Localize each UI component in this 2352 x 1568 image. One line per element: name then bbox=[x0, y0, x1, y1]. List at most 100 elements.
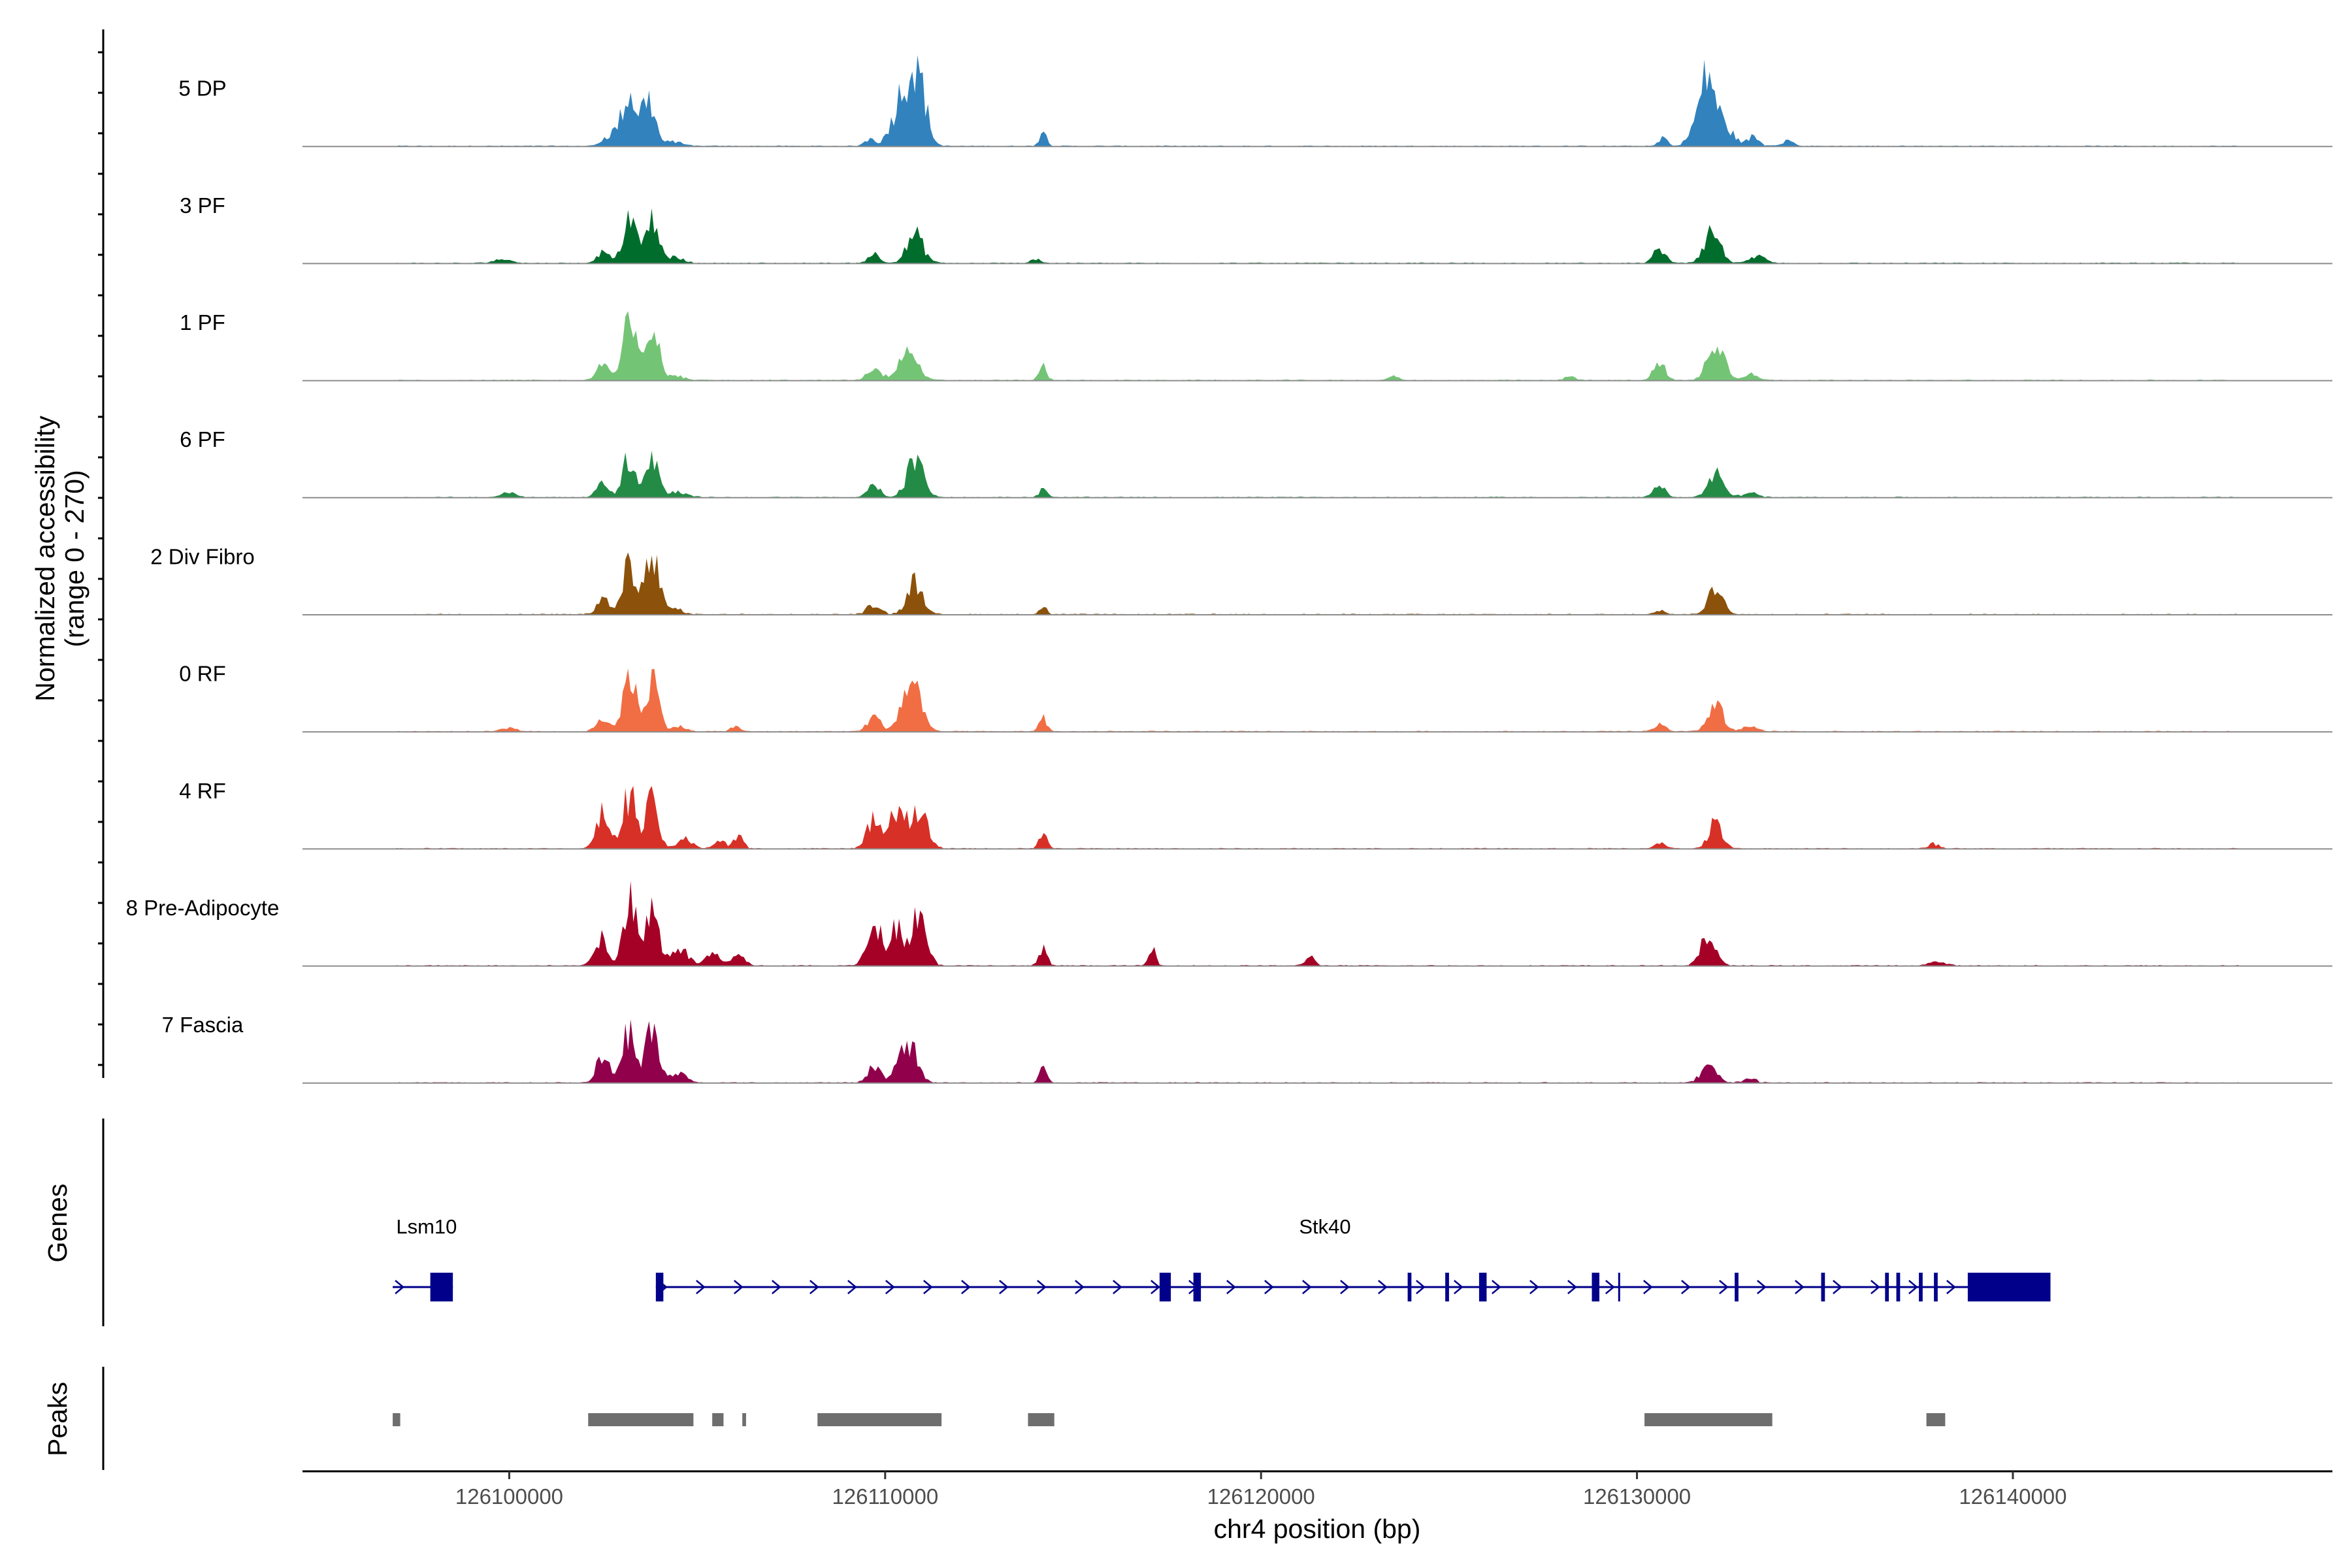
track-label-3-pf: 3 PF bbox=[180, 193, 225, 218]
gene-stk40: Stk40 bbox=[655, 1215, 2051, 1301]
peak-region bbox=[817, 1413, 942, 1426]
signal-area-6-pf bbox=[396, 450, 2239, 498]
track-label-2-div-fibro: 2 Div Fibro bbox=[150, 544, 255, 568]
strand-arrow bbox=[1302, 1280, 1312, 1294]
strand-arrow bbox=[1719, 1280, 1729, 1294]
strand-arrow bbox=[772, 1280, 781, 1294]
peak-region bbox=[1926, 1413, 1946, 1426]
track-label-6-pf: 6 PF bbox=[180, 427, 225, 451]
exon bbox=[1592, 1273, 1600, 1301]
strand-arrow bbox=[1605, 1280, 1615, 1294]
track-label-8-pre-adipocyte: 8 Pre-Adipocyte bbox=[126, 896, 280, 920]
exon bbox=[1967, 1273, 2051, 1301]
strand-arrow bbox=[999, 1280, 1009, 1294]
strand-arrow bbox=[1529, 1280, 1539, 1294]
exon bbox=[1478, 1273, 1487, 1301]
strand-arrow bbox=[734, 1280, 743, 1294]
accessibility-axis-title-line1: Normalized accessibility bbox=[30, 416, 60, 702]
strand-arrow bbox=[1416, 1280, 1426, 1294]
exon bbox=[1618, 1273, 1620, 1301]
gene-label-stk40: Stk40 bbox=[1299, 1215, 1350, 1238]
signal-area-5-dp bbox=[396, 55, 2239, 147]
strand-arrow bbox=[1340, 1280, 1350, 1294]
strand-arrow bbox=[1567, 1280, 1577, 1294]
x-axis-ticks: 126100000 126110000 126120000 126130000 1261… bbox=[455, 1471, 2067, 1509]
exon bbox=[1445, 1273, 1449, 1301]
strand-arrow bbox=[847, 1280, 857, 1294]
signal-area-2-div-fibro bbox=[396, 552, 2239, 615]
strand-arrow bbox=[1113, 1280, 1122, 1294]
strand-arrow bbox=[1795, 1280, 1805, 1294]
track-0-rf: 0 RF bbox=[179, 662, 2332, 733]
track-7-fascia: 7 Fascia bbox=[162, 1013, 2332, 1084]
peak-region bbox=[588, 1413, 694, 1426]
strand-arrow bbox=[1492, 1280, 1501, 1294]
accessibility-axis-title-line2: (range 0 - 270) bbox=[59, 470, 90, 647]
strand-arrow bbox=[1264, 1280, 1274, 1294]
signal-area-1-pf bbox=[396, 311, 2239, 381]
strand-arrow bbox=[885, 1280, 895, 1294]
strand-arrow bbox=[961, 1280, 971, 1294]
exon bbox=[1934, 1273, 1938, 1301]
exon bbox=[430, 1273, 453, 1301]
peak-region bbox=[1644, 1413, 1772, 1426]
strand-arrow bbox=[1870, 1280, 1880, 1294]
gene-label-lsm10: Lsm10 bbox=[396, 1215, 457, 1238]
track-label-1-pf: 1 PF bbox=[180, 310, 225, 335]
track-3-pf: 3 PF bbox=[180, 193, 2332, 265]
track-5-dp: 5 DP bbox=[178, 55, 2332, 148]
x-tick-label: 126130000 bbox=[1583, 1484, 1691, 1509]
exon bbox=[1919, 1273, 1923, 1301]
x-tick-label: 126140000 bbox=[1959, 1484, 2066, 1509]
signal-area-3-pf bbox=[396, 208, 2239, 264]
x-tick-label: 126120000 bbox=[1207, 1484, 1315, 1509]
strand-arrow bbox=[696, 1280, 706, 1294]
x-tick-label: 126110000 bbox=[832, 1484, 938, 1509]
strand-arrow bbox=[1454, 1280, 1463, 1294]
strand-arrow bbox=[1075, 1280, 1085, 1294]
strand-arrow bbox=[1037, 1280, 1047, 1294]
exon bbox=[1193, 1273, 1201, 1301]
gene-annotation-track: Lsm10 Stk40 bbox=[393, 1215, 2051, 1301]
exon bbox=[1159, 1273, 1171, 1301]
genes-axis-title: Genes bbox=[42, 1184, 73, 1263]
track-6-pf: 6 PF bbox=[180, 427, 2332, 498]
peak-region bbox=[393, 1413, 400, 1426]
track-label-0-rf: 0 RF bbox=[179, 662, 226, 686]
signal-area-0-rf bbox=[396, 668, 2239, 732]
exon bbox=[1896, 1273, 1901, 1301]
x-tick-label: 126100000 bbox=[455, 1484, 563, 1509]
x-axis-title: chr4 position (bp) bbox=[1214, 1514, 1421, 1544]
accessibility-y-axis-ticks bbox=[98, 51, 103, 1066]
strand-arrow bbox=[1643, 1280, 1653, 1294]
track-1-pf: 1 PF bbox=[180, 310, 2332, 382]
signal-area-4-rf bbox=[396, 785, 2239, 849]
strand-arrow bbox=[1833, 1280, 1842, 1294]
exon bbox=[1735, 1273, 1739, 1301]
coverage-tracks: 5 DP 3 PF 1 PF 6 PF 2 Div Fibro 0 RF 4 RF 8 Pre… bbox=[126, 55, 2332, 1084]
strand-arrow bbox=[1757, 1280, 1767, 1294]
track-label-7-fascia: 7 Fascia bbox=[162, 1013, 244, 1037]
track-2-div-fibro: 2 Div Fibro bbox=[150, 544, 2332, 615]
signal-area-7-fascia bbox=[396, 1019, 2239, 1083]
peak-region bbox=[1028, 1413, 1054, 1426]
exon bbox=[1821, 1273, 1825, 1301]
strand-arrow bbox=[809, 1280, 819, 1294]
strand-arrow bbox=[1378, 1280, 1388, 1294]
peak-region bbox=[712, 1413, 724, 1426]
strand-arrow bbox=[1908, 1280, 1918, 1294]
track-8-pre-adipocyte: 8 Pre-Adipocyte bbox=[126, 881, 2332, 967]
strand-arrow bbox=[1681, 1280, 1691, 1294]
track-4-rf: 4 RF bbox=[179, 779, 2332, 850]
peak-regions-track bbox=[393, 1413, 1946, 1426]
strand-arrow bbox=[923, 1280, 933, 1294]
peak-region bbox=[742, 1413, 746, 1426]
track-label-5-dp: 5 DP bbox=[178, 76, 226, 101]
gene-lsm10: Lsm10 bbox=[393, 1215, 457, 1301]
strand-arrow bbox=[1226, 1280, 1236, 1294]
strand-arrow bbox=[395, 1280, 405, 1294]
strand-arrow bbox=[1946, 1280, 1956, 1294]
exon bbox=[655, 1273, 664, 1301]
exon bbox=[1407, 1273, 1412, 1301]
